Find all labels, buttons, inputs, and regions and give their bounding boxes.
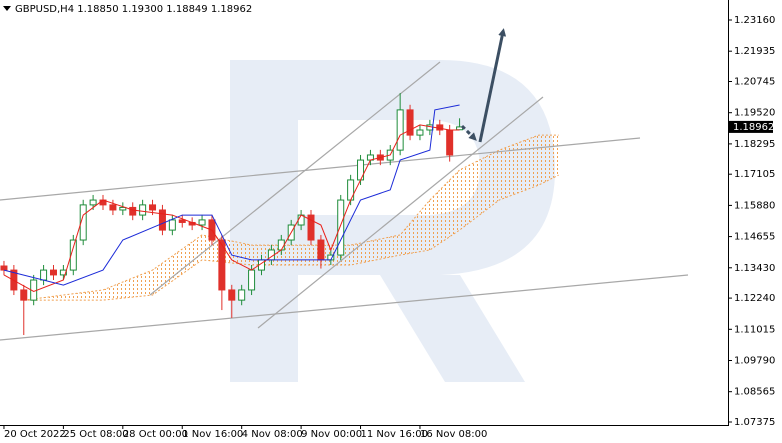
candle-body: [129, 206, 137, 216]
candle-body: [119, 206, 127, 211]
candle-body: [49, 269, 57, 276]
x-tick-label: 25 Oct 08:00: [63, 429, 128, 440]
candle-body: [416, 129, 424, 136]
tenkan-line: [3, 124, 460, 293]
candle-body: [396, 109, 404, 151]
y-tick-label: 1.11015: [734, 324, 775, 335]
price-label: 1.18962: [733, 122, 774, 133]
x-tick-label: 28 Oct 00:00: [123, 429, 188, 440]
candle-body: [109, 204, 117, 211]
axis-layer: 1.23160 1.21935 1.20745 1.19520 1.18295 1.171…: [3, 15, 775, 440]
chart-title: GBPUSD,H4 1.18850 1.19300 1.18849 1.1896…: [15, 4, 252, 15]
candle-body: [139, 204, 147, 216]
candle-body: [149, 204, 157, 211]
y-tick-label: 1.19520: [734, 108, 775, 119]
y-tick-label: 1.13430: [734, 263, 775, 274]
y-tick-label: 1.20745: [734, 76, 775, 87]
candle-body: [40, 269, 48, 281]
candle-body: [178, 219, 186, 223]
candle-body: [238, 289, 246, 301]
y-tick-label: 1.09790: [734, 355, 775, 366]
y-tick-label: 1.12240: [734, 293, 775, 304]
arrow: [478, 28, 507, 143]
y-tick-label: 1.18295: [734, 139, 775, 150]
kijun-line: [3, 104, 460, 286]
candle-body: [337, 199, 345, 256]
candle-body: [59, 269, 67, 276]
channel-line: [0, 137, 641, 201]
candle-body: [317, 239, 325, 261]
series-layer: [0, 93, 464, 336]
candle-body: [406, 109, 414, 136]
cloud-span: [23, 134, 559, 301]
arrow: [460, 124, 477, 141]
candle-body: [277, 239, 285, 251]
candle-body: [69, 239, 77, 271]
candle-body: [168, 219, 176, 231]
candle-body: [347, 179, 355, 201]
x-tick-label: 1 Nov 16:00: [182, 429, 243, 440]
candle-body: [248, 269, 256, 291]
candle-body: [0, 265, 8, 271]
y-tick-label: 1.17105: [734, 169, 775, 180]
cloud-span: [23, 174, 559, 301]
menu-icon[interactable]: [3, 6, 11, 11]
channel-line: [0, 274, 689, 341]
y-tick-label: 1.21935: [734, 46, 775, 57]
candle-body: [446, 129, 454, 156]
x-tick-label: 11 Nov 16:00: [361, 429, 428, 440]
y-tick-label: 1.14655: [734, 232, 775, 243]
candle-body: [89, 199, 97, 206]
y-tick-label: 1.08565: [734, 387, 775, 398]
candle-body: [218, 239, 226, 291]
forecast-arrow: [460, 28, 507, 143]
x-tick-label: 16 Nov 08:00: [420, 429, 487, 440]
trend-channels: [0, 61, 689, 341]
x-tick-label: 4 Nov 08:00: [242, 429, 303, 440]
x-tick-label: 9 Nov 00:00: [301, 429, 362, 440]
candle-body: [158, 209, 166, 231]
price-label-box: [729, 120, 773, 133]
candle-body: [79, 204, 87, 241]
x-tick-label: 20 Oct 2022: [4, 429, 66, 440]
channel-line: [149, 61, 441, 296]
watermark: [230, 60, 555, 382]
y-tick-label: 1.23160: [734, 15, 775, 26]
candle-body: [198, 219, 206, 226]
candle-body: [20, 289, 28, 301]
y-tick-label: 1.07375: [734, 417, 775, 428]
channel-line: [257, 96, 544, 329]
candle-body: [307, 214, 315, 241]
candle-body: [228, 289, 236, 301]
candle-body: [357, 159, 365, 181]
y-tick-label: 1.15880: [734, 200, 775, 211]
